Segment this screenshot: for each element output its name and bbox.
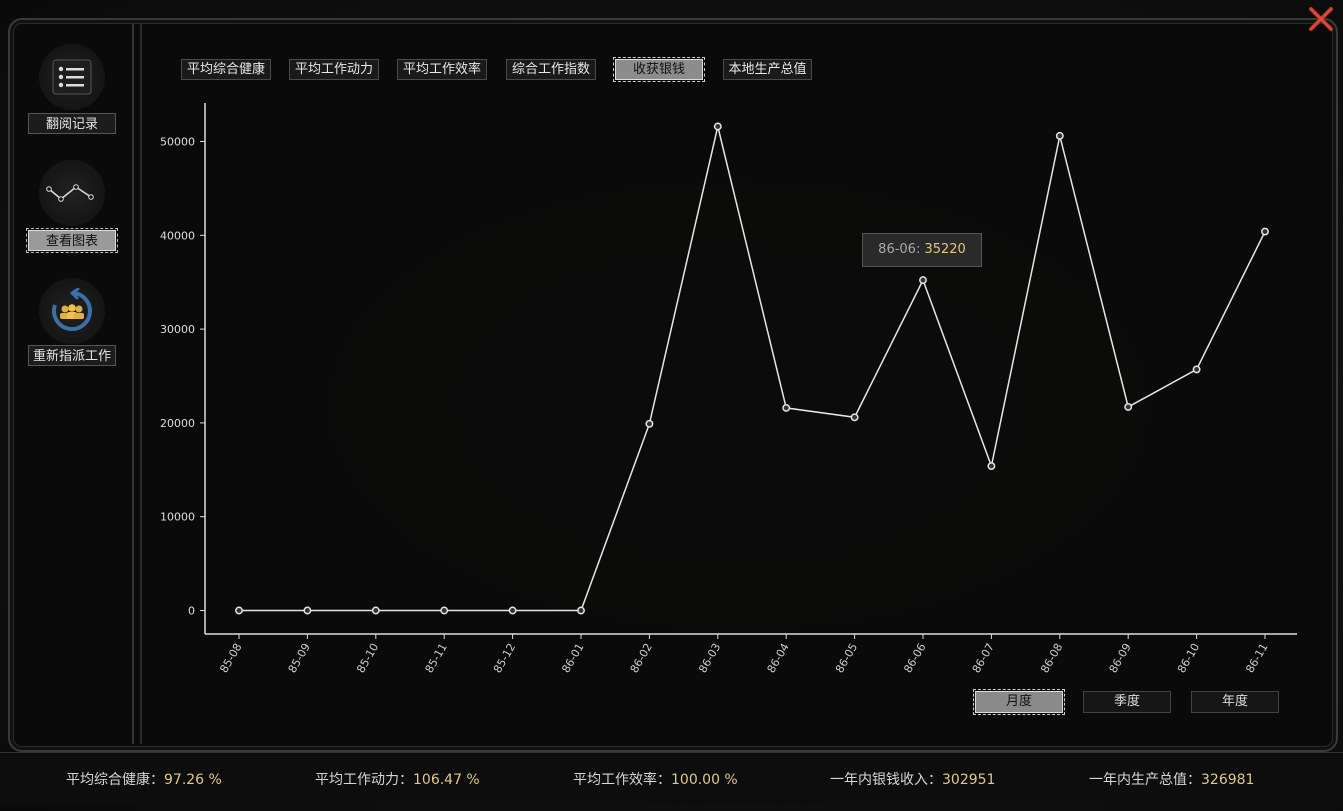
data-point: [1055, 131, 1064, 140]
period-quarterly-button[interactable]: 季度: [1083, 691, 1171, 713]
data-point: [1124, 403, 1133, 411]
chart-icon-container[interactable]: [39, 160, 105, 226]
x-tick-label: 86-01: [559, 641, 586, 675]
y-tick-label: 40000: [160, 229, 195, 242]
stat-yearly-income: 一年内银钱收入：302951: [830, 769, 995, 789]
y-tick-label: 50000: [160, 136, 195, 149]
x-tick-label: 86-05: [833, 641, 860, 675]
sidebar-item-reassign[interactable]: 重新指派工作: [28, 345, 116, 366]
data-point: [782, 403, 791, 412]
stat-yearly-gdp-label: 一年内生产总值：: [1089, 772, 1201, 788]
data-point: [440, 606, 449, 615]
stat-avg-motivation-label: 平均工作动力：: [315, 772, 413, 788]
reassign-icon-container[interactable]: [39, 278, 105, 344]
y-tick-label: 30000: [160, 323, 195, 336]
data-point: [987, 462, 996, 470]
data-point: [577, 606, 585, 615]
x-tick-label: 86-09: [1107, 641, 1134, 675]
y-tick-label: 0: [188, 605, 195, 618]
x-tick-label: 86-07: [970, 641, 997, 675]
footer-stats: 平均综合健康：97.26 % 平均工作动力：106.47 % 平均工作效率：10…: [0, 752, 1343, 805]
stat-yearly-income-value: 302951: [942, 772, 996, 788]
x-tick-label: 86-06: [901, 641, 928, 675]
tab-local-gdp[interactable]: 本地生产总值: [723, 59, 812, 80]
data-point: [371, 606, 380, 615]
stat-yearly-income-label: 一年内银钱收入：: [830, 772, 942, 788]
stat-avg-health-label: 平均综合健康：: [66, 772, 164, 788]
data-point: [235, 606, 243, 615]
sidebar: [14, 24, 134, 744]
line-chart: 0 10000 20000 30000 40000 50000 85-08 85-09 85-1…: [160, 103, 1297, 675]
stat-avg-efficiency-value: 100.00 %: [671, 772, 738, 788]
line-chart-icon: [46, 184, 94, 202]
window-frame: [8, 18, 1338, 752]
stat-avg-motivation-value: 106.47 %: [413, 772, 480, 788]
data-point: [303, 606, 312, 615]
x-tick-label: 85-12: [491, 641, 518, 675]
stat-yearly-gdp-value: 326981: [1201, 772, 1255, 788]
data-point: [919, 276, 927, 285]
reassign-workers-icon: [51, 288, 92, 331]
records-icon-container[interactable]: [39, 44, 105, 110]
x-tick-label: 85-11: [423, 641, 450, 675]
data-point: [850, 413, 859, 422]
data-point: [508, 606, 517, 615]
x-tick-label: 85-08: [217, 641, 244, 675]
tab-avg-efficiency[interactable]: 平均工作效率: [397, 59, 487, 80]
stat-avg-efficiency-label: 平均工作效率：: [573, 772, 671, 788]
x-tick-label: 85-10: [354, 641, 381, 675]
close-icon: [1309, 7, 1333, 31]
x-tick-label: 86-02: [628, 641, 655, 675]
x-tick-label: 86-03: [696, 641, 723, 675]
series-line: [239, 126, 1266, 612]
stat-avg-health-value: 97.26 %: [164, 772, 222, 788]
stat-avg-health: 平均综合健康：97.26 %: [66, 769, 222, 789]
tooltip-value: 35220: [924, 242, 966, 257]
tooltip-label: 86-06:: [878, 242, 921, 257]
tab-avg-motivation[interactable]: 平均工作动力: [289, 59, 379, 80]
data-point: [713, 122, 722, 131]
x-tick-label: 85-09: [286, 641, 313, 675]
tab-work-index[interactable]: 综合工作指数: [506, 59, 596, 80]
tab-silver-income[interactable]: 收获银钱: [613, 57, 705, 82]
stat-yearly-gdp: 一年内生产总值：326981: [1089, 769, 1254, 789]
data-point: [1261, 227, 1269, 236]
sidebar-item-records[interactable]: 翻阅记录: [28, 113, 116, 134]
x-tick-label: 86-04: [765, 641, 792, 675]
chart-tooltip: 86-06: 35220: [862, 233, 982, 267]
y-tick-label: 20000: [160, 417, 195, 430]
close-button[interactable]: [1306, 4, 1336, 34]
data-point: [645, 419, 654, 428]
x-tick-label: 86-08: [1038, 641, 1065, 675]
y-tick-label: 10000: [160, 511, 195, 524]
sidebar-item-chart[interactable]: 查看图表: [26, 228, 118, 253]
period-yearly-button[interactable]: 年度: [1191, 691, 1279, 713]
main-panel: [140, 24, 1332, 744]
data-point: [1192, 365, 1201, 374]
x-tick-label: 86-10: [1175, 641, 1202, 675]
period-monthly-button[interactable]: 月度: [973, 689, 1065, 715]
list-icon: [52, 59, 92, 95]
tab-avg-health[interactable]: 平均综合健康: [181, 59, 271, 80]
stat-avg-motivation: 平均工作动力：106.47 %: [315, 769, 480, 789]
stat-avg-efficiency: 平均工作效率：100.00 %: [573, 769, 738, 789]
x-tick-label: 86-11: [1243, 641, 1270, 675]
